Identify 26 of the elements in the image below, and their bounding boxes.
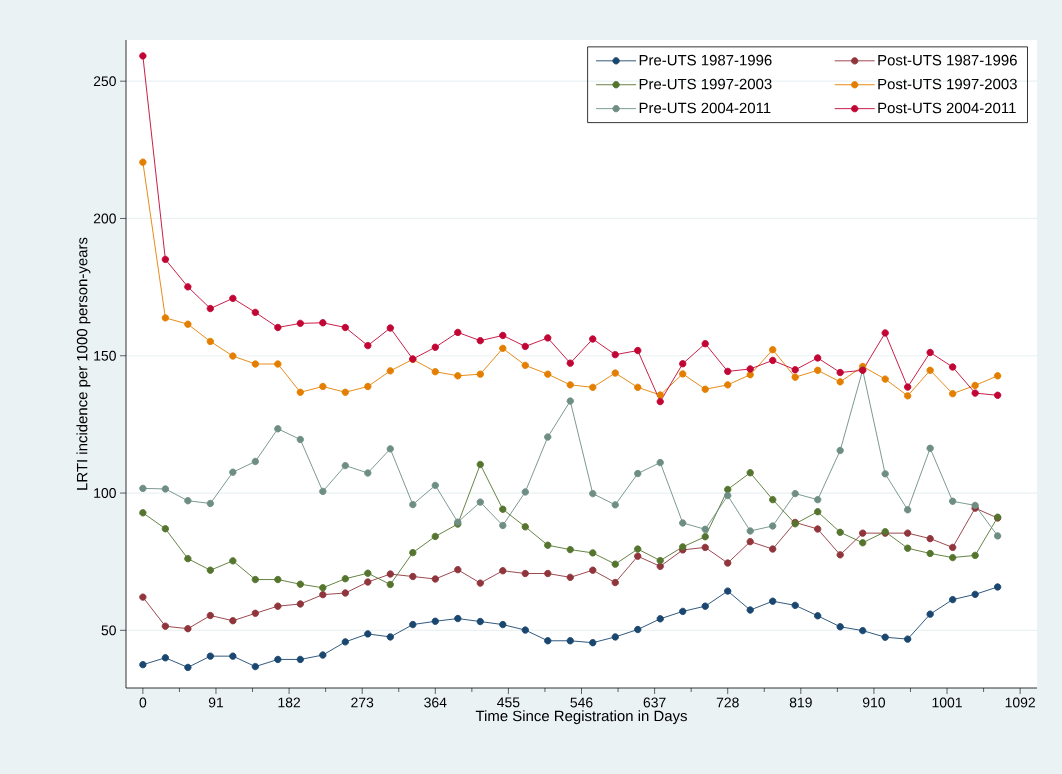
- x-tick-label: 0: [139, 697, 147, 708]
- y-tick-label: 50: [101, 625, 116, 636]
- x-tick-label: 1092: [1005, 697, 1035, 708]
- y-tick-label: 150: [94, 350, 116, 361]
- x-tick-label: 819: [789, 697, 812, 708]
- x-tick-label: 182: [278, 697, 301, 708]
- x-tick-label: 364: [424, 697, 447, 708]
- x-tick-label: 728: [716, 697, 739, 708]
- legend-label: Pre-UTS 1997-2003: [639, 78, 772, 90]
- y-tick-label: 250: [93, 76, 116, 87]
- x-tick-label: 91: [208, 697, 224, 708]
- y-tick-label: 200: [93, 213, 116, 224]
- legend-label: Pre-UTS 2004-2011: [639, 102, 771, 114]
- x-tick-label: 910: [862, 697, 886, 708]
- y-tick-label: 100: [94, 488, 116, 498]
- x-axis-title: Time Since Registration in Days: [475, 710, 687, 725]
- y-axis-title: LRTI incidence per 1000 person-years: [76, 237, 91, 490]
- legend-label: Post-UTS 1997-2003: [878, 78, 1017, 90]
- x-tick-label: 637: [643, 697, 666, 708]
- x-tick-label: 546: [570, 697, 593, 708]
- x-tick-label: 273: [351, 697, 374, 708]
- legend-label: Pre-UTS 1987-1996: [639, 54, 772, 66]
- x-tick-label: 1001: [932, 697, 962, 708]
- legend-label: Post-UTS 1987-1996: [878, 54, 1017, 66]
- legend-label: Post-UTS 2004-2011: [878, 102, 1016, 114]
- x-tick-label: 455: [497, 697, 520, 708]
